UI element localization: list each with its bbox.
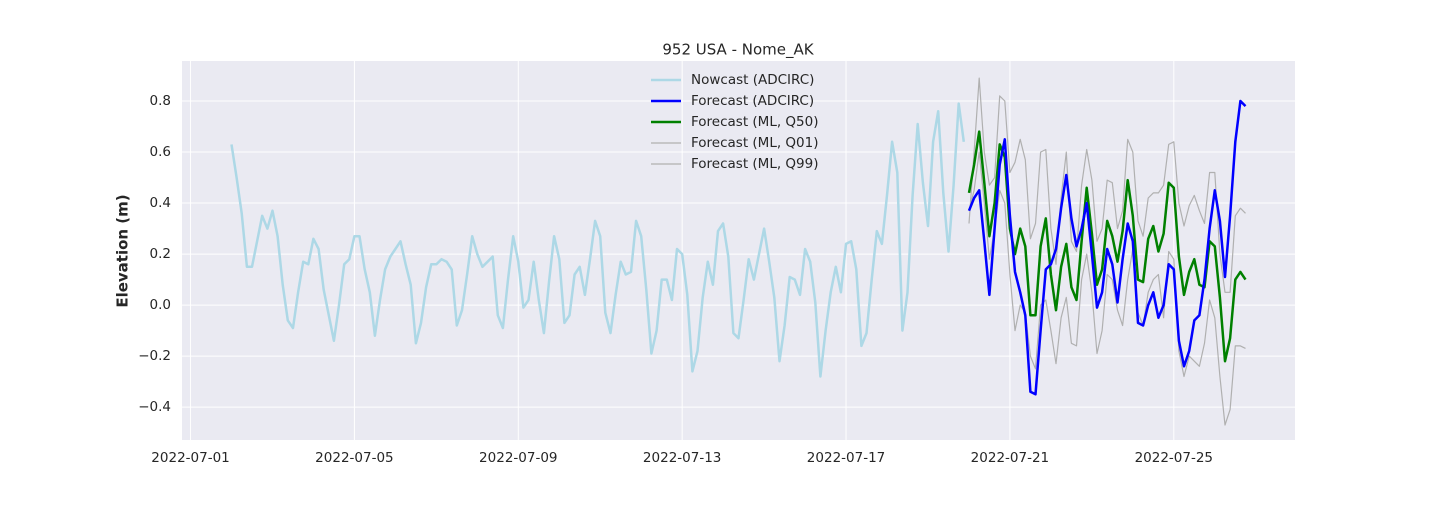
grid (182, 61, 1295, 440)
y-tick-label: 0.0 (150, 297, 171, 313)
x-tick-label: 2022-07-25 (1135, 450, 1213, 466)
legend-label: Forecast (ML, Q50) (691, 114, 819, 130)
lines (230, 77, 1247, 426)
series-line (968, 151, 1246, 426)
y-tick-label: −0.4 (138, 399, 171, 415)
plot-area (182, 61, 1295, 440)
legend: Nowcast (ADCIRC) Forecast (ADCIRC) Forecas… (651, 72, 819, 172)
y-tick-label: 0.6 (150, 144, 171, 160)
y-tick-label: 0.8 (150, 93, 171, 109)
x-tick-label: 2022-07-09 (479, 450, 557, 466)
y-tick-label: 0.4 (150, 195, 171, 211)
series-line (968, 77, 1246, 293)
x-tick-label: 2022-07-17 (807, 450, 885, 466)
x-tick-label: 2022-07-21 (971, 450, 1049, 466)
legend-label: Forecast (ADCIRC) (691, 93, 814, 109)
legend-label: Forecast (ML, Q99) (691, 156, 819, 172)
legend-label: Forecast (ML, Q01) (691, 135, 819, 151)
legend-label: Nowcast (ADCIRC) (691, 72, 814, 88)
x-tick-label: 2022-07-01 (151, 450, 229, 466)
series-line (967, 99, 1247, 396)
series-line (230, 102, 966, 378)
series-line (967, 130, 1247, 363)
x-tick-label: 2022-07-13 (643, 450, 721, 466)
x-tick-label: 2022-07-05 (315, 450, 393, 466)
y-tick-label: 0.2 (150, 246, 171, 262)
y-tick-label: −0.2 (138, 348, 171, 364)
y-axis-label: Elevation (m) (114, 194, 132, 307)
chart-title: 952 USA - Nome_AK (662, 41, 814, 60)
